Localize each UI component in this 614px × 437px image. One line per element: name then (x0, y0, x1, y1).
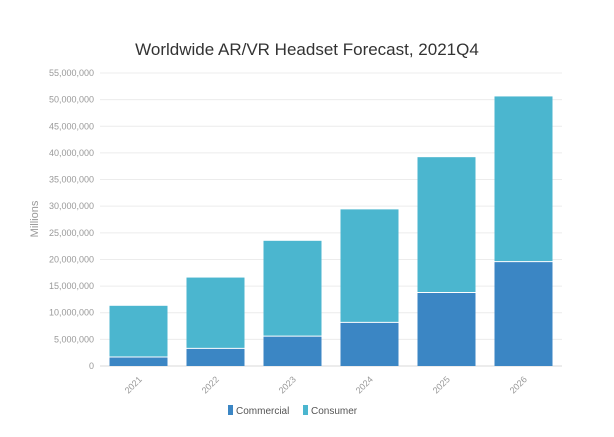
bar-commercial-2022[interactable] (186, 348, 245, 366)
grid-layer: 0 5,000,000 10,000,000 15,000,000 20,000,000… (49, 68, 562, 371)
y-tick-label: 10,000,000 (49, 308, 94, 318)
bar-commercial-2026[interactable] (494, 261, 553, 366)
y-tick-label: 0 (89, 361, 94, 371)
y-tick-label: 40,000,000 (49, 148, 94, 158)
x-tick-label: 2024 (354, 374, 375, 395)
legend-swatch-consumer (303, 405, 308, 415)
legend-label-commercial[interactable]: Commercial (236, 406, 289, 417)
x-tick-label: 2023 (277, 374, 298, 395)
bar-consumer-2026[interactable] (494, 96, 553, 262)
legend-label-consumer[interactable]: Consumer (311, 406, 358, 417)
y-tick-label: 15,000,000 (49, 281, 94, 291)
bar-consumer-2025[interactable] (417, 157, 476, 293)
bar-consumer-2024[interactable] (340, 209, 399, 323)
bar-commercial-2025[interactable] (417, 292, 476, 366)
bars-layer (109, 96, 553, 366)
y-tick-label: 50,000,000 (49, 95, 94, 105)
bar-consumer-2022[interactable] (186, 277, 245, 349)
x-tick-label: 2025 (431, 374, 452, 395)
y-tick-label: 20,000,000 (49, 254, 94, 264)
x-tick-label: 2022 (200, 374, 221, 395)
y-tick-label: 55,000,000 (49, 68, 94, 78)
bar-commercial-2021[interactable] (109, 356, 168, 366)
y-tick-label: 25,000,000 (49, 228, 94, 238)
y-tick-label: 30,000,000 (49, 201, 94, 211)
y-tick-label: 5,000,000 (54, 334, 94, 344)
legend: Commercial Consumer (228, 405, 358, 417)
chart-title: Worldwide AR/VR Headset Forecast, 2021Q4 (135, 40, 479, 59)
bar-consumer-2023[interactable] (263, 240, 322, 337)
x-tick-label: 2026 (508, 374, 529, 395)
y-tick-label: 35,000,000 (49, 175, 94, 185)
bar-consumer-2021[interactable] (109, 305, 168, 357)
legend-swatch-commercial (228, 405, 233, 415)
y-tick-label: 45,000,000 (49, 121, 94, 131)
x-tick-layer: 2021 2022 2023 2024 2025 2026 (123, 374, 529, 395)
bar-commercial-2023[interactable] (263, 336, 322, 366)
bar-commercial-2024[interactable] (340, 322, 399, 366)
x-tick-label: 2021 (123, 374, 144, 395)
y-axis-label: Millions (29, 200, 41, 237)
